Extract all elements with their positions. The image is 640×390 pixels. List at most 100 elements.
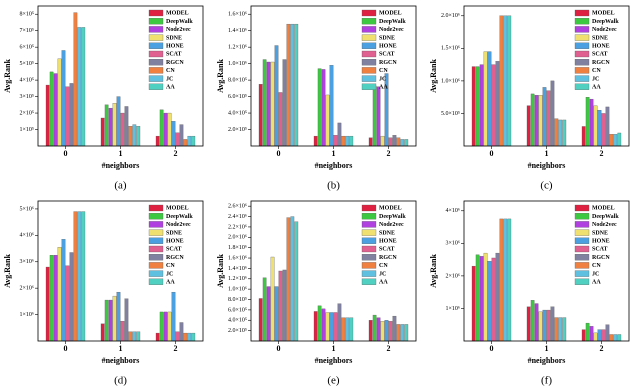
legend-swatch bbox=[148, 50, 164, 58]
bar bbox=[179, 124, 184, 147]
legend-label: Node2vec bbox=[166, 222, 191, 228]
y-tick-label: 8.0×10⁵ bbox=[228, 77, 247, 83]
legend-label: CN bbox=[592, 263, 601, 269]
legend-label: SDNE bbox=[166, 35, 182, 41]
bar bbox=[282, 269, 287, 342]
legend-label: Node2vec bbox=[592, 27, 617, 33]
legend-swatch bbox=[361, 254, 377, 261]
legend-label: AA bbox=[166, 84, 175, 90]
bar bbox=[159, 311, 164, 342]
x-tick-label: 0 bbox=[277, 149, 281, 158]
bar bbox=[337, 303, 342, 342]
bar bbox=[274, 45, 279, 147]
legend-swatch bbox=[574, 221, 590, 228]
bar bbox=[321, 308, 326, 342]
legend-label: HONE bbox=[592, 43, 610, 49]
y-tick-label: 5×10⁵ bbox=[20, 61, 34, 67]
legend-swatch bbox=[361, 42, 377, 49]
legend-swatch bbox=[361, 229, 377, 236]
bar bbox=[491, 64, 496, 147]
bar bbox=[585, 97, 590, 147]
legend-label: AA bbox=[379, 84, 388, 90]
legend-label: Node2vec bbox=[379, 27, 404, 33]
y-tick-label: 4×10⁵ bbox=[20, 77, 34, 83]
bar bbox=[534, 303, 539, 342]
bar bbox=[613, 134, 618, 147]
y-tick-label: 2.2×10⁶ bbox=[228, 224, 247, 230]
legend-swatch bbox=[574, 278, 590, 285]
bar bbox=[337, 122, 342, 147]
legend-label: RGCN bbox=[592, 255, 610, 261]
legend-swatch bbox=[148, 34, 164, 41]
legend-swatch bbox=[574, 254, 590, 261]
bar bbox=[613, 334, 618, 342]
bar bbox=[262, 59, 267, 147]
legend-label: CN bbox=[166, 263, 175, 269]
bar bbox=[124, 298, 129, 342]
bar bbox=[45, 266, 50, 342]
y-tick-label: 1.6×10⁶ bbox=[228, 255, 247, 261]
bar bbox=[507, 218, 512, 342]
bar bbox=[404, 139, 409, 147]
bar bbox=[175, 132, 180, 147]
y-tick-label: 1.0×10⁶ bbox=[228, 287, 247, 293]
bar bbox=[325, 94, 330, 147]
bar bbox=[507, 15, 512, 147]
x-tick-label: 1 bbox=[545, 344, 549, 353]
legend-label: JC bbox=[592, 271, 599, 277]
x-tick-label: 2 bbox=[174, 344, 178, 353]
bar bbox=[400, 139, 405, 147]
legend-swatch bbox=[574, 262, 590, 269]
legend-label: JC bbox=[592, 76, 599, 82]
bar bbox=[388, 321, 393, 342]
x-axis-label: #neighbors bbox=[102, 356, 140, 365]
legend-swatch bbox=[361, 204, 377, 212]
bar bbox=[597, 110, 602, 147]
legend-label: SDNE bbox=[379, 230, 395, 236]
legend-swatch bbox=[148, 9, 164, 17]
bar bbox=[483, 252, 488, 342]
x-tick-label: 2 bbox=[387, 344, 391, 353]
caption: (c) bbox=[540, 180, 553, 192]
y-tick-label: 1×10⁵ bbox=[20, 127, 34, 133]
bar bbox=[294, 221, 299, 342]
bar bbox=[155, 332, 160, 342]
bar bbox=[120, 112, 125, 147]
y-tick-label: 8.0×10⁵ bbox=[228, 297, 247, 303]
legend-swatch bbox=[361, 245, 377, 253]
bar bbox=[550, 80, 555, 147]
bar bbox=[392, 315, 397, 342]
legend-swatch bbox=[361, 18, 377, 25]
bar bbox=[471, 265, 476, 342]
bar bbox=[61, 50, 66, 147]
y-tick-label: 5×10⁶ bbox=[20, 206, 34, 212]
bar bbox=[290, 23, 295, 147]
legend-label: RGCN bbox=[166, 255, 184, 261]
legend-swatch bbox=[148, 75, 164, 82]
bar bbox=[609, 334, 614, 342]
y-tick-label: 4×10⁶ bbox=[20, 233, 34, 239]
y-tick-label: 1×10⁶ bbox=[20, 312, 34, 318]
legend-swatch bbox=[574, 67, 590, 74]
bar bbox=[81, 211, 86, 342]
x-tick-label: 2 bbox=[600, 344, 604, 353]
bar bbox=[558, 317, 563, 342]
legend-label: Node2vec bbox=[592, 222, 617, 228]
legend-swatch bbox=[148, 204, 164, 212]
bar bbox=[290, 216, 295, 342]
bar bbox=[562, 317, 567, 342]
bar bbox=[262, 277, 267, 342]
bar bbox=[475, 254, 480, 342]
x-tick-label: 2 bbox=[174, 149, 178, 158]
bar bbox=[171, 121, 176, 147]
legend-swatch bbox=[148, 221, 164, 228]
y-tick-label: 4.0×10⁵ bbox=[228, 318, 247, 324]
bar bbox=[349, 317, 354, 342]
legend-swatch bbox=[574, 42, 590, 49]
legend-swatch bbox=[574, 34, 590, 41]
legend-swatch bbox=[148, 237, 164, 244]
bar bbox=[317, 305, 322, 342]
legend-label: JC bbox=[166, 76, 173, 82]
legend-swatch bbox=[148, 59, 164, 66]
bar bbox=[116, 96, 121, 147]
